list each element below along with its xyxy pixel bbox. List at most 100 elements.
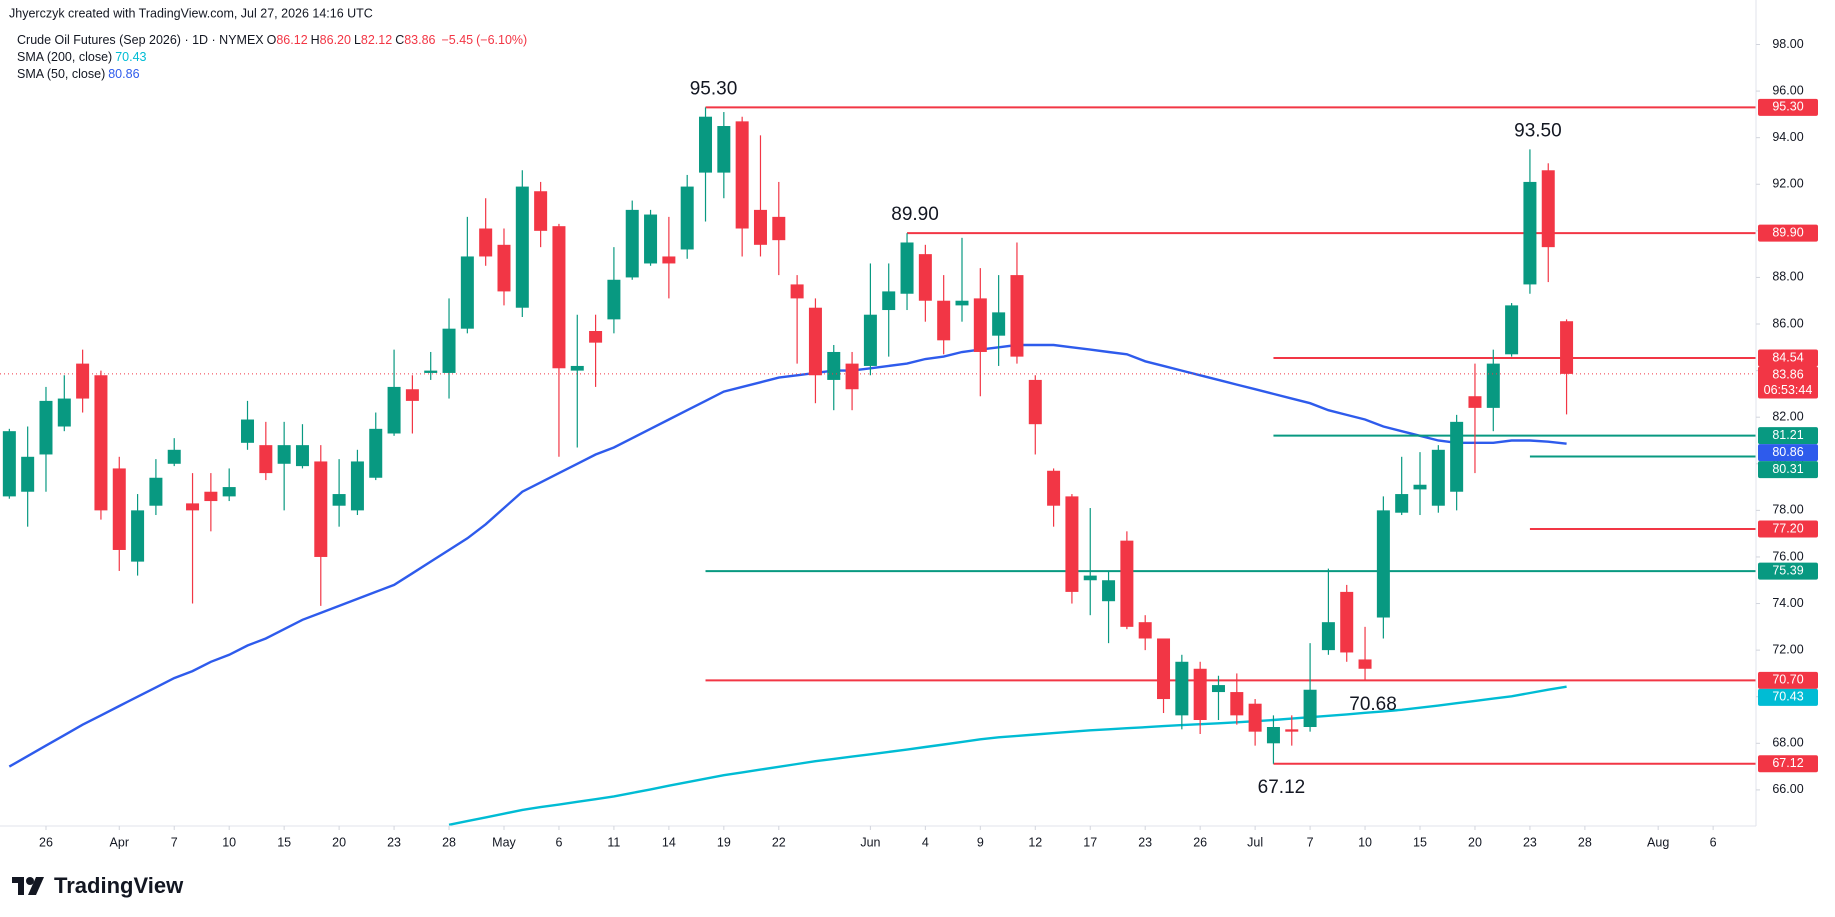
candle-body xyxy=(314,461,328,557)
ohlc: O86.12 H86.20 L82.12 C83.86 xyxy=(267,33,439,47)
price-badge-label: 67.12 xyxy=(1772,756,1803,770)
price-badge xyxy=(1758,562,1818,580)
candle-body xyxy=(992,312,1006,336)
countdown: 06:53:44 xyxy=(1764,383,1813,397)
indicator-row: SMA (200, close) 70.43 xyxy=(17,49,530,66)
x-tick-label: Aug xyxy=(1647,835,1669,849)
indicator-value: 70.43 xyxy=(115,50,147,64)
annotation: 70.68 xyxy=(1349,694,1397,715)
price-badge xyxy=(1758,224,1818,242)
candle-body xyxy=(424,370,438,373)
x-tick-label: 6 xyxy=(555,835,562,849)
x-tick-label: 15 xyxy=(1413,835,1427,849)
sma-line xyxy=(448,685,1567,826)
x-tick-label: Jul xyxy=(1247,835,1263,849)
candle-body xyxy=(1175,661,1189,716)
x-tick-label: 15 xyxy=(277,835,291,849)
price-badge xyxy=(1758,366,1818,399)
x-tick-label: 26 xyxy=(39,835,53,849)
x-tick-label: 6 xyxy=(1710,835,1717,849)
y-tick-label: 88.00 xyxy=(1772,270,1803,284)
candle-body xyxy=(1505,305,1519,355)
axes: 66.0068.0070.0072.0074.0076.0078.0080.00… xyxy=(0,0,1818,849)
price-badge xyxy=(1758,444,1818,462)
candle-body xyxy=(863,314,877,366)
candle-body xyxy=(1138,622,1152,639)
candle-body xyxy=(131,510,145,562)
candle-body xyxy=(387,386,401,434)
legend-row: Crude Oil Futures (Sep 2026) · 1D · NYME… xyxy=(17,32,530,49)
ohlc-name: O xyxy=(266,33,277,47)
indicator-value: 80.86 xyxy=(108,67,140,81)
annotation: 67.12 xyxy=(1258,777,1306,798)
price-badge-label: 83.86 xyxy=(1772,367,1803,381)
y-tick-label: 94.00 xyxy=(1772,130,1803,144)
indicator-row: SMA (50, close) 80.86 xyxy=(17,66,530,83)
candle-body xyxy=(460,256,474,329)
price-badge xyxy=(1758,349,1818,367)
candle-body xyxy=(937,300,951,341)
y-tick-label: 96.00 xyxy=(1772,83,1803,97)
ohlc-value: 86.12 xyxy=(276,33,308,47)
candle-body xyxy=(644,214,658,264)
x-tick-label: 14 xyxy=(662,835,676,849)
y-tick-label: 68.00 xyxy=(1772,736,1803,750)
candle-body xyxy=(1211,685,1225,693)
candle-body xyxy=(149,477,163,506)
candle-body xyxy=(515,186,529,308)
x-tick-label: Jun xyxy=(860,835,880,849)
ohlc-value: 86.20 xyxy=(319,33,351,47)
x-tick-label: 10 xyxy=(222,835,236,849)
x-tick-label: 12 xyxy=(1028,835,1042,849)
x-tick-label: May xyxy=(492,835,516,849)
candle-body xyxy=(241,419,255,443)
price-badge-label: 80.31 xyxy=(1772,462,1803,476)
price-badge xyxy=(1758,688,1818,706)
candle-body xyxy=(1120,540,1134,627)
indicator-name: SMA (50, close) xyxy=(17,67,106,81)
legend: Crude Oil Futures (Sep 2026) · 1D · NYME… xyxy=(17,32,530,83)
candle-body xyxy=(1065,496,1079,592)
price-badge-label: 95.30 xyxy=(1772,100,1803,114)
candle-body xyxy=(2,431,16,497)
x-tick-label: 26 xyxy=(1193,835,1207,849)
change-pct: (−6.10%) xyxy=(476,33,528,47)
candle-body xyxy=(1376,510,1390,618)
candle-body xyxy=(717,126,731,173)
symbol-title: Crude Oil Futures (Sep 2026) · 1D · NYME… xyxy=(17,33,264,47)
price-badge-label: 77.20 xyxy=(1772,521,1803,535)
candle-body xyxy=(1248,703,1262,732)
candle-body xyxy=(94,375,108,511)
y-tick-label: 92.00 xyxy=(1772,177,1803,191)
x-tick-label: 22 xyxy=(772,835,786,849)
x-tick-label: 20 xyxy=(1468,835,1482,849)
candle-body xyxy=(479,228,493,257)
y-tick-label: 78.00 xyxy=(1772,503,1803,517)
price-badge xyxy=(1758,427,1818,445)
y-tick-label: 74.00 xyxy=(1772,596,1803,610)
attribution: Jhyerczyk created with TradingView.com, … xyxy=(9,6,373,20)
candle-body xyxy=(1028,379,1042,425)
x-tick-label: 28 xyxy=(1578,835,1592,849)
price-badge-label: 80.86 xyxy=(1772,445,1803,459)
candle-body xyxy=(790,284,804,299)
x-tick-label: 20 xyxy=(332,835,346,849)
candle-body xyxy=(918,254,932,301)
candle-body xyxy=(39,400,53,455)
candle-body xyxy=(1193,668,1207,721)
candle-body xyxy=(753,209,767,245)
indicator-legend: SMA (200, close) 70.43 SMA (50, close) 80.8… xyxy=(17,49,530,83)
price-badge xyxy=(1758,98,1818,116)
candle-body xyxy=(369,428,383,478)
ohlc-name: L xyxy=(353,33,361,47)
candle-body xyxy=(1340,591,1354,653)
candle-body xyxy=(1358,659,1372,669)
candle-body xyxy=(955,300,969,306)
candle-body xyxy=(772,216,786,241)
candle-body xyxy=(222,487,236,497)
brand: TradingView xyxy=(54,873,184,898)
ohlc-value: 82.12 xyxy=(360,33,393,47)
price-badge xyxy=(1758,755,1818,773)
candle-body xyxy=(76,363,90,399)
